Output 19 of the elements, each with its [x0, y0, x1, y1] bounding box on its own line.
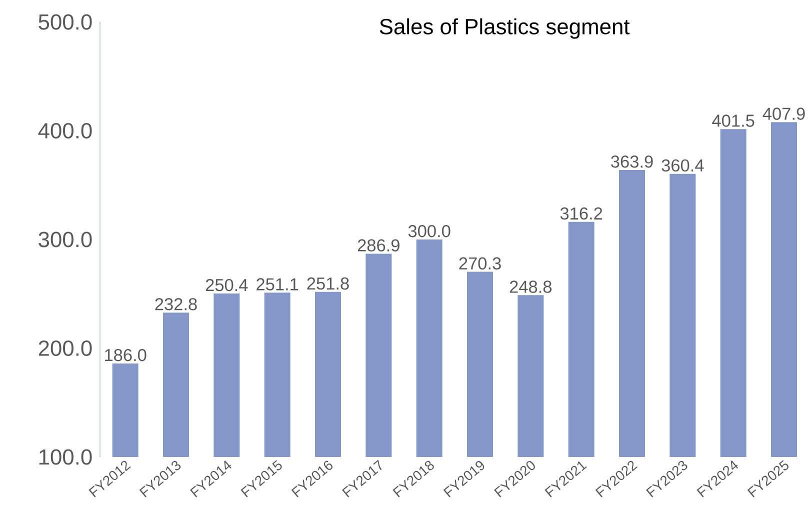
- y-tick-label: 200.0: [38, 340, 92, 356]
- data-label: 270.3: [459, 257, 501, 270]
- data-label: 286.9: [358, 239, 400, 252]
- data-label: 251.8: [307, 277, 349, 290]
- data-label: 316.2: [560, 207, 602, 220]
- y-tick-label: 300.0: [38, 232, 92, 248]
- data-label: 251.1: [256, 278, 298, 290]
- chart-title: Sales of Plastics segment: [380, 18, 630, 39]
- data-label: 360.4: [662, 159, 704, 172]
- data-label: 363.9: [611, 156, 653, 168]
- y-tick-label: 400.0: [38, 122, 92, 138]
- data-label: 250.4: [206, 278, 248, 292]
- data-label: 232.8: [155, 298, 197, 310]
- data-label: 401.5: [712, 114, 754, 127]
- data-label: 186.0: [105, 348, 146, 362]
- data-label: 300.0: [408, 225, 450, 238]
- data-label: 407.9: [762, 108, 805, 120]
- y-tick-label: 500.0: [38, 14, 92, 30]
- data-label: 248.8: [510, 280, 552, 293]
